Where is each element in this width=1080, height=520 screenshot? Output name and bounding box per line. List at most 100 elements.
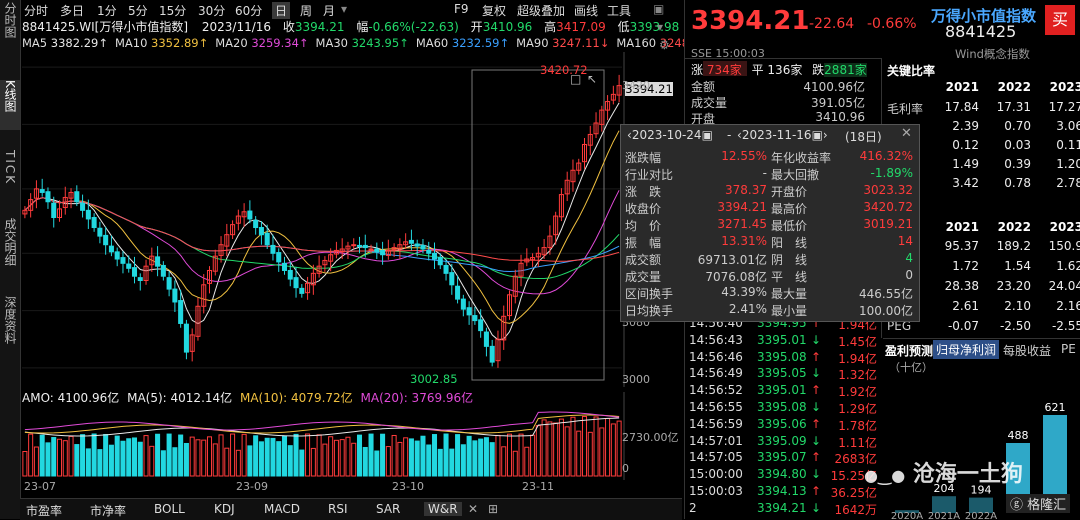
ratio-value: 28.38 <box>944 279 979 293</box>
candle-body <box>276 252 282 263</box>
settings-icon[interactable]: ⚙ <box>659 38 670 52</box>
period-tab[interactable]: 5分 <box>128 4 148 18</box>
tools-button[interactable]: 工具 <box>607 4 632 18</box>
period-tab[interactable]: 月 <box>323 4 336 18</box>
ma5-line <box>24 102 620 341</box>
volume-bar <box>155 433 161 477</box>
brand-text: 格隆汇 <box>1027 498 1067 513</box>
tab-sar[interactable]: SAR <box>376 502 401 516</box>
tab-rsi[interactable]: RSI <box>328 502 348 516</box>
forecast-tab-active[interactable]: 归母净利润 <box>933 340 1000 359</box>
rail-tick[interactable]: TICK <box>0 150 20 188</box>
rail-depth[interactable]: 深度资料 <box>0 296 20 347</box>
volume-bar <box>195 439 201 477</box>
popup-right-label: 平 线 <box>771 270 808 284</box>
candle-body <box>426 249 432 254</box>
volume-bar <box>97 449 103 477</box>
range-start[interactable]: ‹2023-10-24▣ <box>627 128 713 142</box>
candle-body <box>253 219 259 229</box>
tab-pb[interactable]: 市净率 <box>90 504 127 518</box>
arrow-down-icon: ↓ <box>811 467 822 482</box>
period-tab[interactable]: 30分 <box>198 4 226 18</box>
kline-chart[interactable] <box>22 52 680 387</box>
period-tab[interactable]: 分时 <box>24 4 49 18</box>
buy-button[interactable]: 买 <box>1045 5 1075 35</box>
volume-bar <box>518 433 524 477</box>
overlay-button[interactable]: 超级叠加 <box>517 4 566 18</box>
popup-right-label: 开盘价 <box>771 185 808 199</box>
popup-right-value: 416.32% <box>859 149 913 163</box>
tab-macd[interactable]: MACD <box>264 502 300 516</box>
tab-wr[interactable]: W&R <box>424 502 462 516</box>
volume-bar <box>414 440 420 477</box>
chevron-down-icon[interactable]: ▾ <box>341 2 348 16</box>
arrow-down-icon: ↓ <box>811 400 822 414</box>
add-icon[interactable]: ⊞ <box>488 502 499 516</box>
volume-bar <box>264 437 270 477</box>
rail-label: 分时图 <box>3 2 17 38</box>
candle-body <box>22 209 28 215</box>
period-tab-active[interactable]: 日 <box>272 2 291 19</box>
forecast-tab[interactable]: 盈利预测 <box>885 344 934 358</box>
drawline-button[interactable]: 画线 <box>574 4 599 18</box>
close-icon[interactable]: ✕ <box>468 502 479 516</box>
volume-bar <box>564 426 570 477</box>
tab-boll[interactable]: BOLL <box>154 502 185 516</box>
ratio-value: 1.20 <box>1056 157 1080 171</box>
range-end-date: 2023-11-16 <box>741 128 812 142</box>
range-sep: - <box>727 128 732 142</box>
candle-body <box>108 245 114 253</box>
volume-bar <box>374 450 380 477</box>
ratio-value: 2.16 <box>1056 299 1080 313</box>
rail-kline[interactable]: K线图 <box>0 80 20 130</box>
tab-pe[interactable]: 市盈率 <box>26 504 63 518</box>
volume-bar <box>408 438 414 477</box>
square-icon[interactable]: □ <box>570 72 582 86</box>
period-tab[interactable]: 多日 <box>60 4 85 18</box>
cursor-icon[interactable]: ↖ <box>587 72 598 86</box>
candle-body <box>33 188 39 199</box>
candle-body <box>605 101 611 111</box>
tab-kdj[interactable]: KDJ <box>214 502 235 516</box>
trade-volume: 36.25亿 <box>830 486 877 500</box>
ratio-value: -2.55 <box>1051 319 1080 333</box>
forecast-tab[interactable]: PE <box>1061 342 1076 356</box>
year-header: 2023 <box>1049 80 1080 94</box>
index-name: 万得小市值指数 <box>931 7 1037 25</box>
rail-timeshare[interactable]: 分时图 <box>0 2 20 41</box>
close-icon[interactable]: ✕ <box>901 126 912 141</box>
ratio-value: 0.39 <box>1004 157 1031 171</box>
period-tab[interactable]: 1分 <box>97 4 117 18</box>
volume-chart[interactable] <box>22 392 680 480</box>
close-label: 收 <box>282 20 295 34</box>
ma-bar: MA5 3382.29↑ MA10 3352.89↑ MA20 3259.34↑ MA… <box>22 36 700 54</box>
forecast-tab[interactable]: 每股收益 <box>1003 344 1052 358</box>
popup-right-label: 最小量 <box>771 304 808 318</box>
settings-icon[interactable]: ▣ <box>653 2 665 16</box>
ratio-value: 23.20 <box>996 279 1031 293</box>
trade-time: 15:00:00 <box>689 467 743 482</box>
rail-detail[interactable]: 成交明细 <box>0 218 20 269</box>
ratio-value: 17.31 <box>996 100 1031 114</box>
low-label: 低 <box>617 20 630 34</box>
period-tab[interactable]: 15分 <box>159 4 187 18</box>
volume-bar <box>68 435 74 477</box>
rail-label: K线图 <box>3 80 17 112</box>
popup-left-value: 3271.45 <box>717 217 767 231</box>
range-end[interactable]: ‹2023-11-16▣› <box>737 128 828 142</box>
period-tab[interactable]: 60分 <box>235 4 263 18</box>
volume-bar <box>45 442 51 477</box>
candle-body <box>408 239 414 244</box>
f9-button[interactable]: F9 <box>454 2 469 16</box>
trade-volume: 2683亿 <box>834 452 877 467</box>
volume-bar <box>530 434 536 477</box>
chevron-down-icon[interactable]: ▾ <box>657 20 664 34</box>
low-value: 3393.98 <box>629 20 680 34</box>
period-tab[interactable]: 周 <box>300 4 313 18</box>
volume-bar <box>593 416 599 477</box>
price-info-bar: 8841425.WI[万得小市值指数] 2023/11/16 收3394.21 … <box>22 18 682 36</box>
year-header: 2021 <box>945 220 979 234</box>
amount-label: 金额 <box>691 80 716 94</box>
forecast-value: 204 <box>934 482 955 495</box>
adjust-button[interactable]: 复权 <box>482 4 507 18</box>
